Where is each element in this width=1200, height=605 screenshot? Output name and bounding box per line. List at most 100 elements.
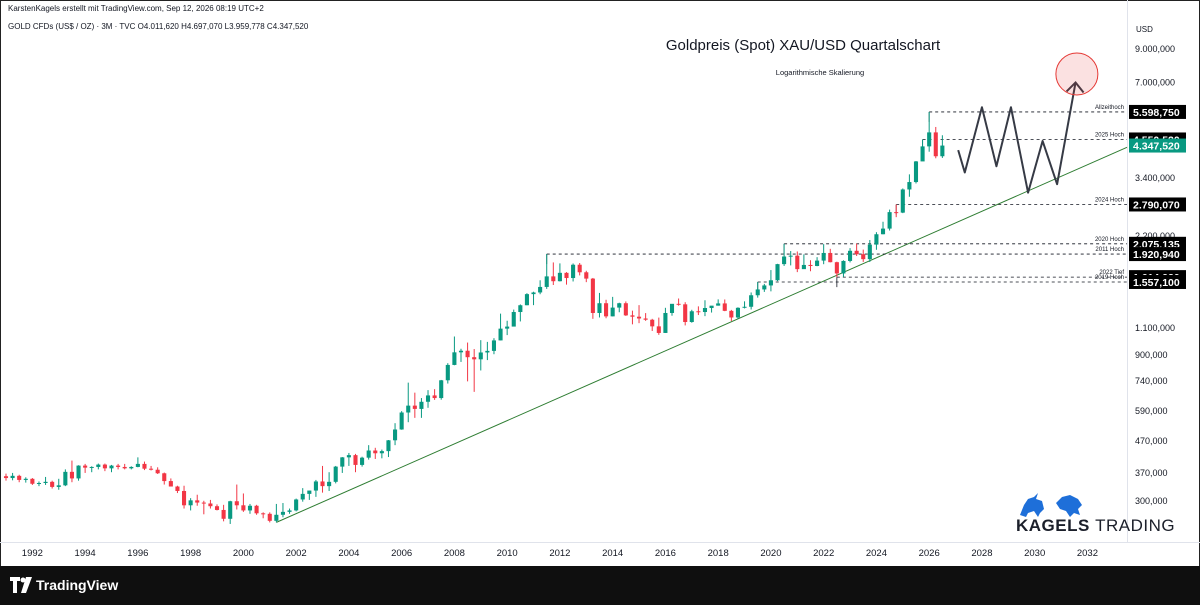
candle-down bbox=[656, 317, 661, 335]
price-tag: 2.790,070 bbox=[1129, 197, 1186, 212]
candle-body bbox=[669, 303, 675, 313]
candle-body bbox=[83, 465, 88, 468]
candle-up bbox=[709, 305, 714, 313]
attribution-text: KarstenKagels erstellt mit TradingView.c… bbox=[8, 4, 264, 13]
candle-body bbox=[340, 457, 345, 467]
trendline-layer bbox=[276, 146, 1128, 523]
candle-up bbox=[188, 498, 193, 511]
candle-body bbox=[373, 450, 378, 454]
candle-up bbox=[366, 445, 371, 460]
candle-body bbox=[867, 244, 872, 260]
price-tick-label: 900,000 bbox=[1135, 350, 1168, 360]
price-tag: 1.920,940 bbox=[1129, 247, 1186, 262]
candle-up bbox=[505, 320, 510, 336]
candle-body bbox=[280, 511, 285, 515]
candle-up bbox=[848, 248, 853, 263]
candle-body bbox=[828, 252, 833, 263]
candle-body bbox=[795, 255, 800, 270]
candle-body bbox=[366, 450, 371, 458]
candle-up bbox=[10, 472, 15, 481]
time-tick-label: 2024 bbox=[866, 548, 887, 559]
time-axis[interactable]: 1992 1994 1996 1998 2000 2002 2004 2006 2008 2010… bbox=[22, 548, 1098, 559]
candle-up bbox=[511, 309, 516, 327]
target-circle bbox=[1055, 52, 1099, 96]
candle-body bbox=[643, 318, 648, 320]
candle-body bbox=[393, 429, 398, 441]
candle-up bbox=[478, 340, 483, 371]
candle-body bbox=[162, 473, 167, 482]
time-tick-label: 1992 bbox=[22, 548, 43, 559]
candle-body bbox=[228, 501, 233, 519]
price-tag-bg bbox=[1129, 138, 1186, 153]
candle-down bbox=[808, 260, 813, 272]
tradingview-logo-text[interactable]: TradingView bbox=[36, 577, 119, 593]
time-tick-label: 2014 bbox=[602, 548, 623, 559]
symbol-ohlc-legend[interactable]: GOLD CFDs (US$ / OZ) · 3M · TVC O4.011,6… bbox=[8, 22, 309, 31]
candle-body bbox=[907, 182, 912, 190]
time-tick-label: 2008 bbox=[444, 548, 465, 559]
price-tick-label: 470,000 bbox=[1135, 436, 1168, 446]
candle-body bbox=[762, 285, 767, 290]
candle-body bbox=[465, 350, 470, 358]
candle-up bbox=[880, 221, 886, 235]
candle-body bbox=[663, 312, 668, 333]
support-trendline bbox=[276, 146, 1128, 523]
candle-body bbox=[175, 486, 180, 491]
candles bbox=[3, 111, 945, 524]
candle-down bbox=[241, 493, 246, 512]
price-tag: 1.557,100 bbox=[1129, 274, 1186, 289]
candle-body bbox=[577, 264, 582, 273]
candle-body bbox=[221, 509, 226, 519]
candle-body bbox=[43, 481, 48, 483]
candle-up bbox=[749, 292, 754, 310]
time-tick-label: 2004 bbox=[338, 548, 359, 559]
candle-body bbox=[689, 311, 694, 323]
price-axis[interactable]: 300,000 370,000 470,000 590,000 740,000 900,0… bbox=[1135, 44, 1175, 506]
time-tick-label: 2026 bbox=[919, 548, 940, 559]
level-label: 2019 Hoch bbox=[1095, 275, 1124, 281]
candle-up bbox=[538, 280, 543, 295]
price-chart[interactable]: Goldpreis (Spot) XAU/USD Quartalschart L… bbox=[0, 0, 1200, 566]
candle-body bbox=[861, 254, 866, 260]
candle-body bbox=[327, 481, 332, 487]
candle-body bbox=[247, 505, 253, 511]
candle-body bbox=[722, 303, 727, 311]
candle-down bbox=[181, 485, 187, 509]
candle-up bbox=[927, 111, 932, 152]
candle-body bbox=[36, 482, 42, 484]
candle-down bbox=[353, 453, 358, 473]
candle-body bbox=[30, 478, 35, 484]
candle-body bbox=[630, 315, 635, 317]
candle-body bbox=[313, 481, 318, 491]
candle-up bbox=[775, 263, 780, 282]
candle-body bbox=[89, 466, 94, 468]
candle-body bbox=[412, 405, 417, 409]
candle-body bbox=[894, 212, 899, 214]
tradingview-footer: TradingView bbox=[0, 566, 1200, 605]
candle-body bbox=[399, 412, 404, 430]
candle-up bbox=[360, 456, 365, 467]
candle-body bbox=[834, 262, 839, 274]
candle-body bbox=[874, 234, 879, 245]
candle-down bbox=[636, 305, 642, 324]
candle-down bbox=[373, 447, 378, 459]
price-tick-label: 1.100,000 bbox=[1135, 323, 1175, 333]
candle-up bbox=[900, 188, 905, 214]
candle-down bbox=[643, 313, 648, 321]
candle-down bbox=[175, 485, 180, 494]
candle-up bbox=[406, 382, 411, 423]
candle-body bbox=[887, 212, 892, 229]
candle-body bbox=[729, 310, 734, 318]
price-tick-label: 7.000,000 bbox=[1135, 77, 1175, 87]
candle-up bbox=[89, 466, 94, 473]
candle-down bbox=[696, 306, 701, 316]
candle-down bbox=[234, 484, 239, 510]
candle-down bbox=[320, 465, 325, 493]
price-tag: 4.347,520 bbox=[1129, 138, 1186, 153]
candle-down bbox=[83, 463, 88, 473]
time-tick-label: 2006 bbox=[391, 548, 412, 559]
candle-up bbox=[485, 341, 490, 361]
candle-body bbox=[149, 468, 154, 470]
candle-body bbox=[333, 466, 338, 482]
candle-down bbox=[854, 243, 859, 257]
